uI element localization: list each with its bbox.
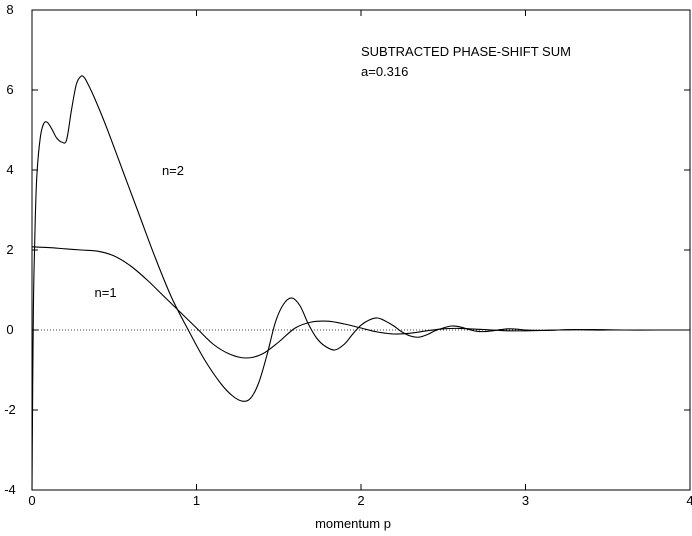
y-tick-label: 0 [6, 322, 13, 337]
x-tick-label: 0 [28, 493, 35, 508]
axis-ticks: 0 1 2 3 4 -4 -2 0 2 4 6 8 [4, 2, 692, 508]
series-line-n2 [31, 75, 690, 491]
x-tick-label: 1 [193, 493, 200, 508]
series-label-n1: n=1 [95, 285, 117, 300]
y-tick-label: 2 [6, 242, 13, 257]
y-tick-label: 4 [6, 162, 13, 177]
y-tick-label: -4 [4, 482, 16, 497]
y-tick-label: 8 [6, 2, 13, 17]
x-tick-label: 2 [357, 493, 364, 508]
series-line-n1 [31, 246, 690, 359]
x-tick-label: 4 [686, 493, 692, 508]
y-tick-label: -2 [4, 402, 16, 417]
x-axis-label: momentum p [315, 516, 391, 531]
chart-title: SUBTRACTED PHASE-SHIFT SUM [361, 44, 571, 59]
series-layer [31, 75, 690, 491]
plot-frame [31, 9, 691, 491]
series-label-n2: n=2 [162, 163, 184, 178]
chart-subtitle: a=0.316 [361, 64, 408, 79]
y-tick-label: 6 [6, 82, 13, 97]
x-tick-label: 3 [522, 493, 529, 508]
